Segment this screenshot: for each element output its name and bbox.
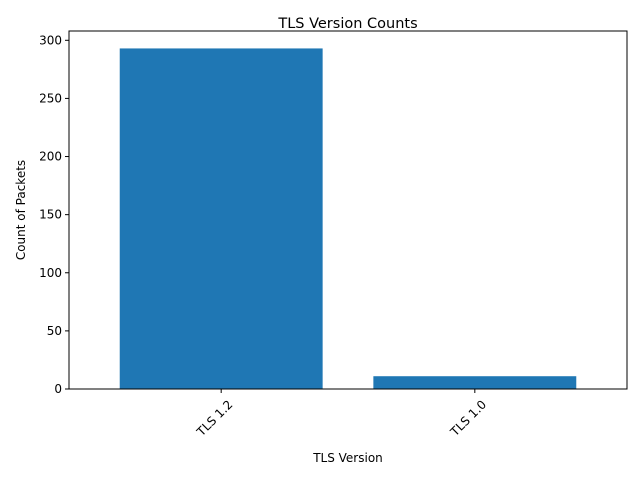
bar-tls-1-0 xyxy=(373,376,577,389)
plot-frame xyxy=(68,30,628,390)
bar-tls-1-2 xyxy=(119,48,323,390)
x-tick-label: TLS 1.0 xyxy=(447,397,489,439)
x-axis-ticks: TLS 1.2 TLS 1.0 xyxy=(193,389,489,440)
y-axis-title: Count of Packets xyxy=(14,160,28,260)
y-tick-label: 300 xyxy=(39,33,62,47)
chart-title: TLS Version Counts xyxy=(277,16,417,32)
x-axis-title: TLS Version xyxy=(312,451,383,465)
y-tick-label: 50 xyxy=(47,324,62,338)
y-tick-label: 100 xyxy=(39,266,62,280)
y-tick-label: 0 xyxy=(54,382,62,396)
y-tick-label: 250 xyxy=(39,91,62,105)
y-axis-ticks: 0 50 100 150 200 250 300 xyxy=(39,33,69,396)
bar-group xyxy=(119,48,577,390)
x-tick-label: TLS 1.2 xyxy=(193,397,235,439)
y-tick-label: 200 xyxy=(39,150,62,164)
y-tick-label: 150 xyxy=(39,208,62,222)
